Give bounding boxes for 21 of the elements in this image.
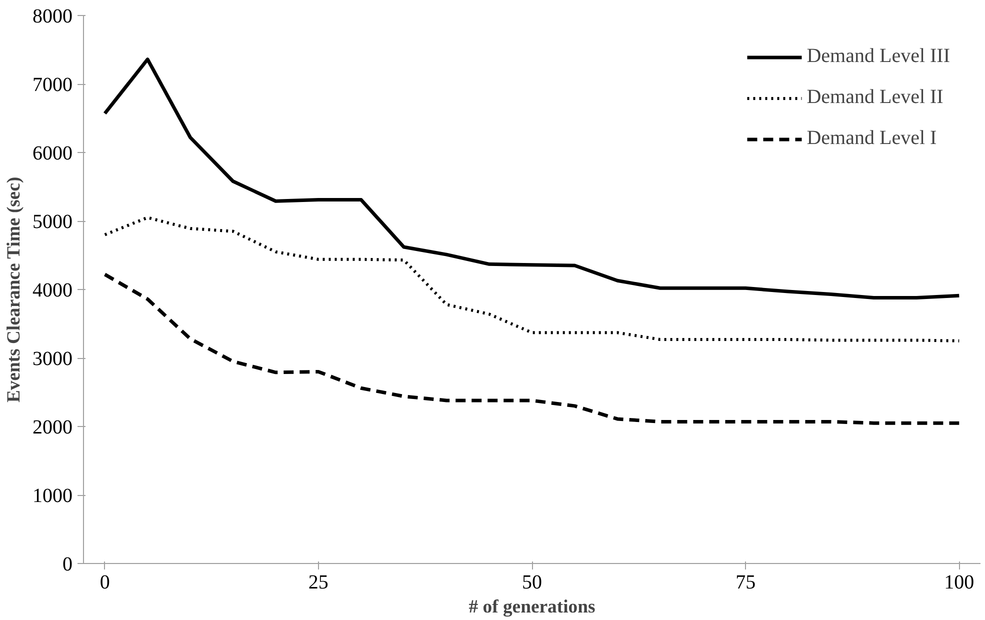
y-tick-label: 7000 bbox=[32, 74, 72, 96]
x-tick-label: 0 bbox=[100, 572, 110, 594]
line-series bbox=[103, 216, 961, 342]
y-axis-title: Events Clearance Time (sec) bbox=[4, 176, 24, 403]
y-tick-label: 8000 bbox=[32, 6, 72, 28]
x-tick-label: 75 bbox=[736, 572, 756, 594]
y-tick-label: 3000 bbox=[32, 348, 72, 370]
x-tick-label: 50 bbox=[522, 572, 542, 594]
x-tick-label: 100 bbox=[944, 572, 974, 594]
y-tick-label: 6000 bbox=[32, 142, 72, 164]
x-axis-title: # of generations bbox=[468, 596, 596, 618]
legend-label: Demand Level II bbox=[806, 86, 944, 109]
y-tick-label: 2000 bbox=[32, 416, 72, 438]
y-tick-label: 5000 bbox=[32, 211, 72, 233]
line-series bbox=[103, 272, 961, 425]
y-tick-label: 0 bbox=[62, 554, 72, 576]
legend-label: Demand Level III bbox=[806, 45, 950, 68]
legend-label: Demand Level I bbox=[806, 127, 937, 150]
y-tick-label: 1000 bbox=[32, 485, 72, 507]
x-tick-label: 25 bbox=[308, 572, 328, 594]
y-tick-label: 4000 bbox=[32, 280, 72, 302]
